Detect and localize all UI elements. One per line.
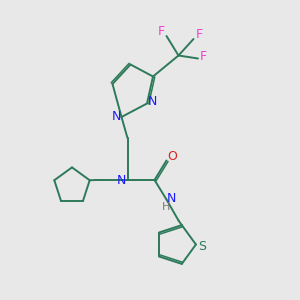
- Text: N: N: [117, 173, 127, 187]
- Text: F: F: [158, 25, 165, 38]
- Text: N: N: [167, 191, 176, 205]
- Text: N: N: [111, 110, 121, 123]
- Text: S: S: [199, 239, 206, 253]
- Text: N: N: [147, 95, 157, 108]
- Text: O: O: [168, 150, 177, 164]
- Text: H: H: [162, 202, 171, 212]
- Text: F: F: [195, 28, 203, 41]
- Text: F: F: [200, 50, 207, 64]
